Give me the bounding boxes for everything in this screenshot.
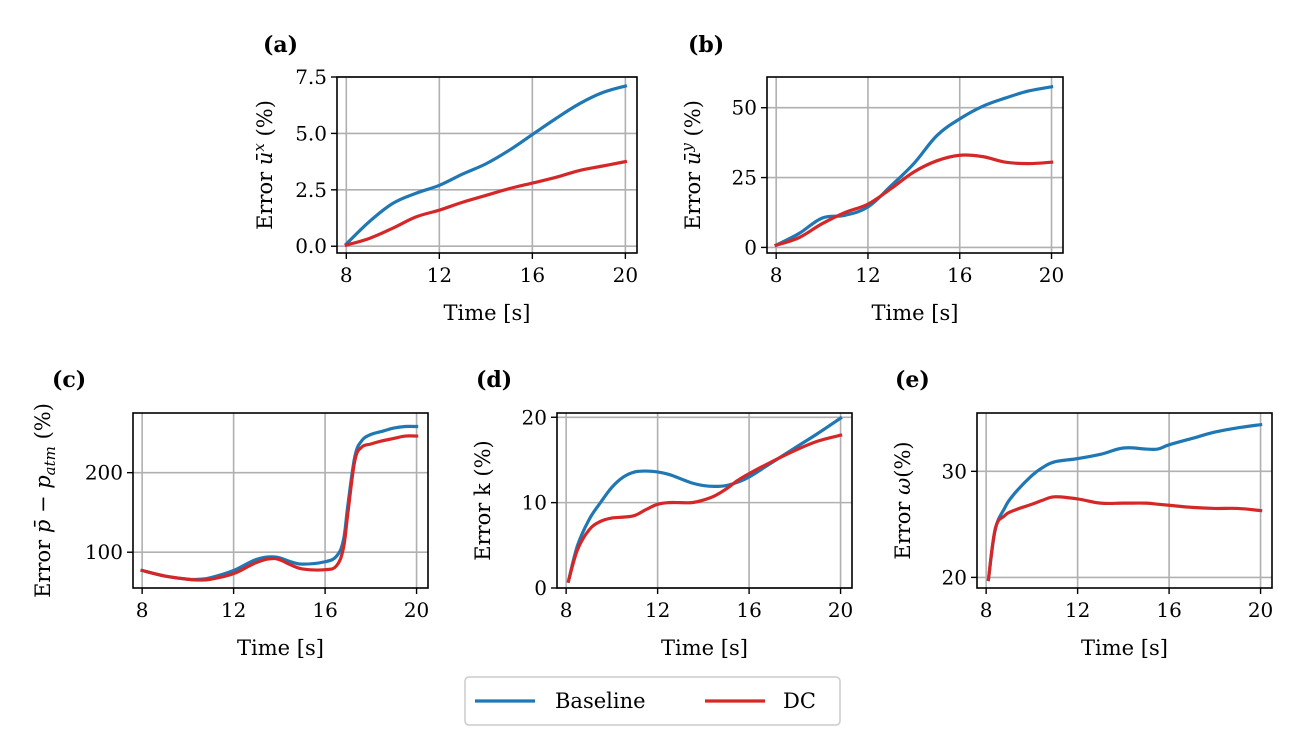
x-tick-label: 16 <box>520 263 545 287</box>
x-axis-label: Time [s] <box>444 301 531 325</box>
y-tick-label: 30 <box>942 459 967 483</box>
legend-label-dc: DC <box>783 689 816 713</box>
x-axis-label: Time [s] <box>872 301 959 325</box>
x-axis-label: Time [s] <box>237 636 324 660</box>
y-tick-label: 25 <box>732 166 757 190</box>
series-line-dc <box>986 495 1263 582</box>
y-axis-label-superscript: y <box>678 143 696 153</box>
panel-label: (c) <box>52 367 86 393</box>
y-axis-label: Error ω(%) <box>891 441 915 559</box>
y-axis-label: Error p̄ − patm (%) <box>31 403 59 598</box>
y-axis-label-text: Error k (%) <box>471 440 495 561</box>
legend: Baseline DC <box>464 676 841 726</box>
series-line-baseline <box>140 424 419 582</box>
x-tick-label: 20 <box>404 598 429 622</box>
y-tick-label: 200 <box>85 461 123 485</box>
subplot-3: 8 12 16 20 100 200 Time [s] Error p̄ − patm (%)… <box>31 367 429 660</box>
x-axis-label: Time [s] <box>1081 636 1168 660</box>
x-tick-label: 20 <box>1039 263 1064 287</box>
x-tick-label: 20 <box>1248 598 1273 622</box>
y-axis-label-unit: (%) <box>253 100 277 136</box>
y-axis-label: Error ūx (%) <box>250 100 277 230</box>
x-axis-label: Time [s] <box>661 636 748 660</box>
legend-box <box>464 676 841 726</box>
y-tick-label: 20 <box>942 565 967 589</box>
series-line-baseline <box>986 422 1263 582</box>
series-line-baseline <box>774 84 1054 248</box>
x-tick-label: 16 <box>312 598 337 622</box>
subplot-2: 8 12 16 20 0 25 50 Time [s] Error ūy (%) (b) <box>678 32 1064 325</box>
y-axis-label-text: Error <box>681 165 705 230</box>
y-axis-label-text: Error <box>891 495 915 560</box>
y-tick-label: 20 <box>522 405 547 429</box>
x-tick-label: 16 <box>1156 598 1181 622</box>
x-tick-label: 12 <box>427 263 452 287</box>
y-axis-label-unit: (%) <box>31 403 55 439</box>
x-tick-label: 20 <box>828 598 853 622</box>
x-tick-label: 12 <box>221 598 246 622</box>
y-tick-label: 7.5 <box>295 65 327 89</box>
axes-frame <box>556 412 853 589</box>
y-axis-label-symbol: ū <box>681 152 705 166</box>
y-tick-label: 5.0 <box>295 121 327 145</box>
series-line-baseline <box>566 415 843 584</box>
y-tick-label: 100 <box>85 540 123 564</box>
series-line-baseline <box>344 84 628 247</box>
panel-label: (d) <box>476 367 512 393</box>
series-line-dc <box>774 153 1054 248</box>
x-tick-label: 12 <box>855 263 880 287</box>
y-axis-label-text: Error <box>31 533 55 598</box>
y-axis-label-subscript: atm <box>41 446 59 475</box>
x-tick-label: 16 <box>736 598 761 622</box>
y-tick-label: 0.0 <box>295 234 327 258</box>
x-tick-label: 16 <box>947 263 972 287</box>
y-tick-label: 0 <box>534 576 547 600</box>
x-tick-label: 8 <box>980 598 993 622</box>
y-axis-label-symbol: ω <box>891 478 915 495</box>
panel-label: (e) <box>895 367 930 393</box>
y-tick-label: 2.5 <box>295 178 327 202</box>
y-axis-label-unit: (%) <box>681 100 705 136</box>
series-line-dc <box>344 159 628 248</box>
x-tick-label: 8 <box>136 598 149 622</box>
y-axis-label-superscript: x <box>250 143 268 152</box>
legend-label-baseline: Baseline <box>555 689 646 713</box>
subplot-5: 8 12 16 20 20 30 Time [s] Error ω(%) (e) <box>891 367 1273 660</box>
subplot-4: 8 12 16 20 0 10 20 Time [s] Error k (%) (d) <box>471 367 853 660</box>
panel-label: (a) <box>263 32 298 58</box>
y-tick-label: 10 <box>522 491 547 515</box>
x-tick-label: 12 <box>645 598 670 622</box>
y-tick-label: 0 <box>744 235 757 259</box>
y-axis-label-symbol: p̄ − p <box>31 475 55 533</box>
axes-frame <box>132 412 429 589</box>
axes-frame <box>976 412 1273 589</box>
axes-frame <box>336 76 638 254</box>
x-tick-label: 8 <box>340 263 353 287</box>
y-axis-label: Error k (%) <box>471 440 495 561</box>
x-tick-label: 8 <box>560 598 573 622</box>
y-axis-label-unit: (%) <box>891 441 915 477</box>
x-tick-label: 20 <box>613 263 638 287</box>
axes-frame <box>766 76 1064 254</box>
series-line-dc <box>140 434 419 582</box>
x-tick-label: 12 <box>1065 598 1090 622</box>
y-axis-label-text: Error <box>253 165 277 230</box>
y-axis-label: Error ūy (%) <box>678 100 705 230</box>
x-tick-label: 8 <box>770 263 783 287</box>
y-axis-label-symbol: ū <box>253 152 277 166</box>
series-line-dc <box>566 433 843 584</box>
y-tick-label: 50 <box>732 96 757 120</box>
panel-label: (b) <box>688 32 724 58</box>
